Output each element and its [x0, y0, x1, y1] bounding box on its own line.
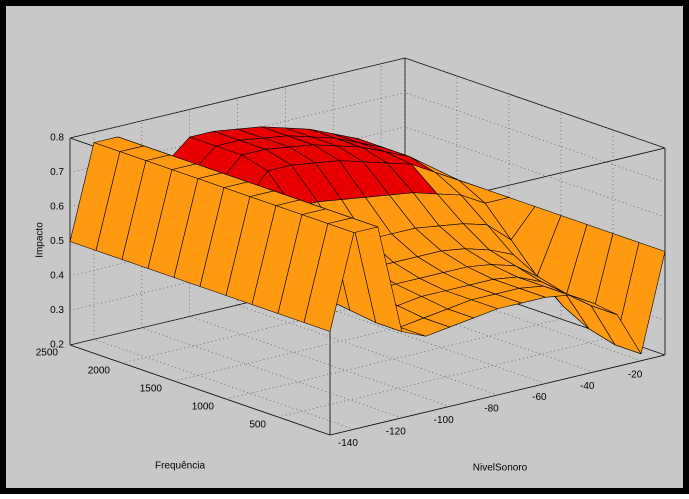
y-tick-label: 1500 [140, 384, 163, 395]
y-tick-label: 2000 [88, 366, 111, 377]
x-tick-label: -20 [628, 369, 643, 380]
box-edge [69, 344, 331, 436]
z-tick-label: 0.6 [50, 202, 64, 213]
z-tick-label: 0.2 [50, 340, 64, 351]
grid-line [121, 282, 458, 364]
z-tick-label: 0.7 [50, 167, 64, 178]
surface [69, 126, 666, 355]
x-axis-label: NivelSonoro [473, 463, 528, 474]
grid-line [277, 336, 614, 418]
x-tick-label: -80 [484, 404, 499, 415]
grid-line [69, 57, 406, 139]
y-axis-label: Frequência [155, 461, 205, 472]
axes-labels: Impacto Frequência NivelSonoro -140 -120 -… [35, 133, 643, 474]
grid-line [173, 300, 510, 382]
grid-line [225, 318, 562, 400]
x-tick-label: -60 [532, 392, 547, 403]
box-edge [404, 57, 666, 149]
x-tick-label: -140 [338, 438, 358, 449]
z-tick-label: 0.8 [50, 133, 64, 144]
y-tick-label: 500 [249, 420, 266, 431]
grid-line [69, 264, 406, 346]
z-tick-label: 0.5 [50, 236, 64, 247]
z-tick-label: 0.4 [50, 271, 64, 282]
x-tick-label: -100 [434, 415, 454, 426]
surface-face [303, 223, 355, 332]
y-tick-label: 1000 [192, 402, 215, 413]
x-tick-label: -120 [386, 426, 406, 437]
x-tick-label: -40 [580, 381, 595, 392]
z-tick-label: 0.3 [50, 305, 64, 316]
z-axis-label: Impacto [35, 222, 46, 258]
y-tick-label: 2500 [36, 348, 59, 359]
